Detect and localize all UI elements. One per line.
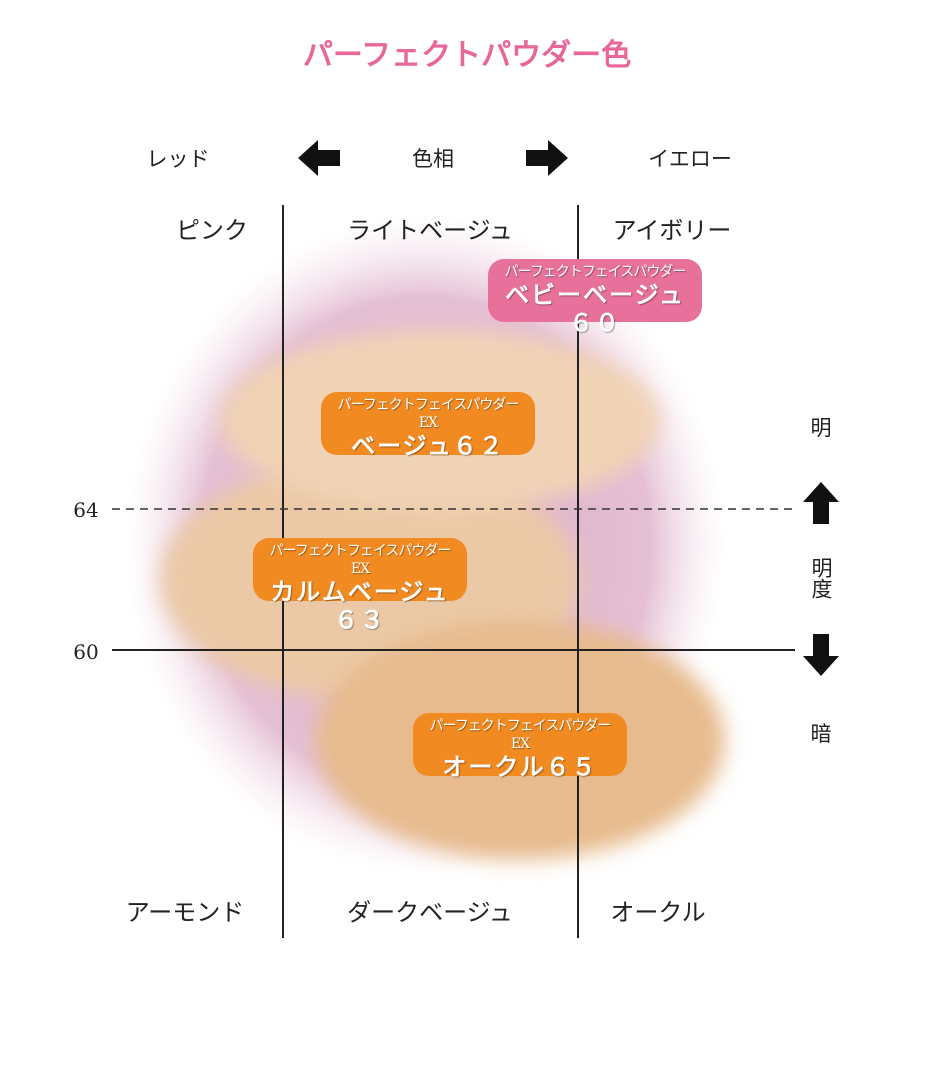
zone-pink: ピンク xyxy=(176,216,248,245)
product-series: パーフェクトフェイスパウダーEX xyxy=(337,397,520,431)
page-title: パーフェクトパウダー色 xyxy=(302,38,632,73)
product-name: オークル６５ xyxy=(442,752,598,781)
hue-yellow-label: イエロー xyxy=(648,147,732,171)
zone-almond: アーモンド xyxy=(125,898,245,927)
arrow-up-icon xyxy=(803,482,839,524)
bright-label: 明 xyxy=(810,416,832,440)
zone-ochre: オークル xyxy=(610,898,706,927)
zone-ivory: アイボリー xyxy=(612,216,732,245)
product-name: カルムベージュ６３ xyxy=(270,577,450,634)
product-badge-beige-62: パーフェクトフェイスパウダーEX ベージュ６２ xyxy=(321,392,535,460)
arrow-down-icon xyxy=(803,634,839,676)
arrow-left-icon xyxy=(298,140,340,176)
lightness-label: 明度 xyxy=(809,557,833,599)
level-60-label: 60 xyxy=(73,640,99,664)
product-series: パーフェクトフェイスパウダーEX xyxy=(429,718,612,752)
zone-light-beige: ライトベージュ xyxy=(347,216,513,245)
hue-red-label: レッド xyxy=(146,147,210,171)
product-name: ベージュ６２ xyxy=(351,431,505,460)
zone-dark-beige: ダークベージュ xyxy=(347,898,513,927)
product-series: パーフェクトフェイスパウダーEX xyxy=(269,543,452,577)
product-badge-ochre-65: パーフェクトフェイスパウダーEX オークル６５ xyxy=(413,713,627,781)
arrow-right-icon xyxy=(526,140,568,176)
hue-label: 色相 xyxy=(412,147,454,171)
product-badge-baby-beige-60: パーフェクトフェイスパウダー ベビーベージュ６０ xyxy=(488,259,702,337)
product-name: ベビーベージュ６０ xyxy=(505,280,685,337)
dark-label: 暗 xyxy=(810,722,832,746)
product-badge-calm-beige-63: パーフェクトフェイスパウダーEX カルムベージュ６３ xyxy=(253,538,467,634)
product-series: パーフェクトフェイスパウダー xyxy=(504,264,687,280)
level-64-label: 64 xyxy=(73,498,99,522)
